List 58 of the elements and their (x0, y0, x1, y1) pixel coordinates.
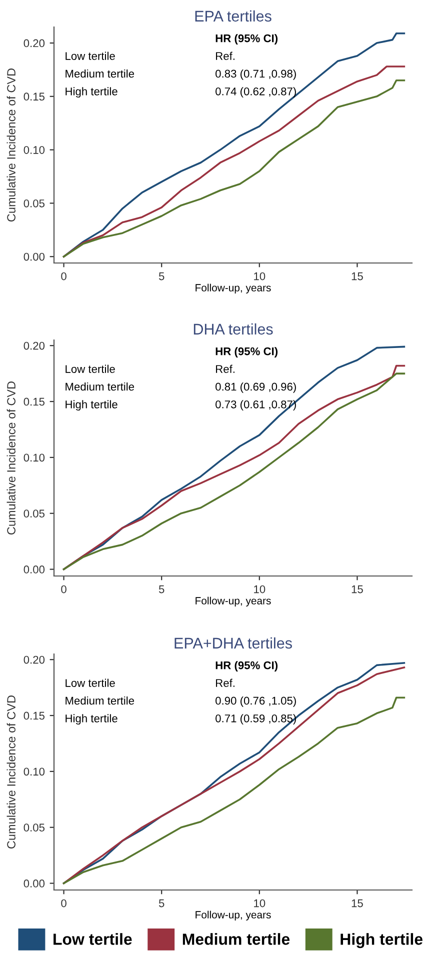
y-tick-label: 0.05 (24, 199, 45, 208)
annotation: 0.83 (0.71 ,0.98) (216, 69, 296, 80)
y-tick-label: 0.20 (24, 656, 45, 664)
x-axis-title: Follow-up, years (196, 284, 271, 294)
annotation: Medium tertile (66, 696, 134, 705)
legend-label: Low tertile (54, 933, 132, 945)
y-tick-label: 0.00 (24, 252, 45, 261)
y-tick-label: 0.10 (24, 768, 45, 776)
annotation: High tertile (66, 400, 118, 411)
y-tick-label: 0.15 (24, 92, 45, 101)
x-tick-label: 10 (254, 585, 266, 594)
legend-label: Medium tertile (182, 933, 290, 945)
annotation: 0.74 (0.62 ,0.87) (216, 87, 296, 98)
x-tick-label: 5 (158, 899, 164, 908)
x-tick-label: 0 (61, 272, 66, 280)
y-axis-title: Cumulative Incidence of CVD (6, 68, 16, 222)
y-tick-label: 0.05 (24, 510, 45, 518)
x-tick-label: 0 (61, 899, 66, 908)
x-tick-label: 10 (254, 899, 266, 908)
chart-title: EPA tertiles (195, 10, 272, 22)
annotation: Low tertile (66, 678, 115, 687)
annotation: Low tertile (66, 52, 115, 60)
annotation: Ref. (216, 364, 234, 373)
legend-label: High tertile (340, 933, 423, 948)
x-tick-label: 0 (61, 585, 66, 594)
y-tick-label: 0.05 (24, 824, 45, 832)
y-tick-label: 0.20 (24, 342, 45, 350)
annotation: 0.81 (0.69 ,0.96) (216, 382, 296, 393)
y-tick-label: 0.10 (24, 454, 45, 462)
y-tick-label: 0.20 (24, 39, 45, 48)
x-tick-label: 5 (158, 272, 164, 280)
annotation: Medium tertile (66, 382, 134, 391)
y-tick-label: 0.15 (24, 398, 45, 406)
annotation: High tertile (66, 714, 118, 725)
y-tick-label: 0.00 (24, 880, 45, 888)
chart-title: EPA+DHA tertiles (174, 637, 292, 649)
x-tick-label: 10 (254, 272, 266, 280)
annotation: HR (95% CI) (216, 34, 278, 44)
annotation: Ref. (216, 678, 234, 687)
annotation: HR (95% CI) (216, 347, 278, 358)
y-tick-label: 0.10 (24, 146, 45, 154)
y-tick-label: 0.15 (24, 712, 45, 720)
x-axis-title: Follow-up, years (196, 596, 271, 606)
x-tick-label: 15 (352, 272, 363, 280)
y-tick-label: 0.00 (24, 566, 45, 574)
x-axis-title: Follow-up, years (196, 910, 271, 920)
chart-title: DHA tertiles (194, 323, 273, 335)
x-tick-label: 5 (158, 585, 164, 594)
x-tick-label: 15 (352, 899, 363, 908)
y-axis-title: Cumulative Incidence of CVD (6, 381, 16, 534)
annotation: Ref. (216, 52, 234, 60)
annotation: HR (95% CI) (216, 661, 278, 672)
annotation: High tertile (66, 87, 118, 98)
x-tick-label: 15 (352, 585, 363, 594)
annotation: Medium tertile (66, 69, 134, 78)
annotation: 0.90 (0.76 ,1.05) (216, 696, 296, 707)
y-axis-title: Cumulative Incidence of CVD (6, 695, 16, 848)
annotation: Low tertile (66, 364, 115, 373)
